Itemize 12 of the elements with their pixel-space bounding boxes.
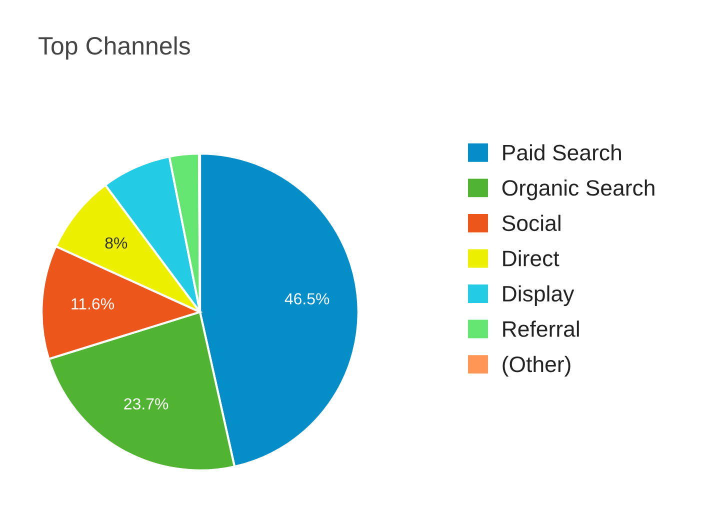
data-label: 11.6% [72, 298, 114, 310]
legend-label: Display [503, 285, 574, 306]
data-label: 46.5% [284, 293, 330, 304]
legend-label: Social [502, 214, 560, 232]
legend-label: Referral [503, 320, 579, 337]
data-label: 23.7% [124, 398, 168, 410]
legend-label: Direct [503, 250, 560, 266]
legend-label: (Other) [502, 356, 570, 377]
legend-label: Organic Search [502, 179, 654, 200]
chart-title: Top Channels [38, 36, 190, 60]
legend-label: Paid Search [503, 144, 621, 161]
data-label: 8% [105, 237, 128, 249]
